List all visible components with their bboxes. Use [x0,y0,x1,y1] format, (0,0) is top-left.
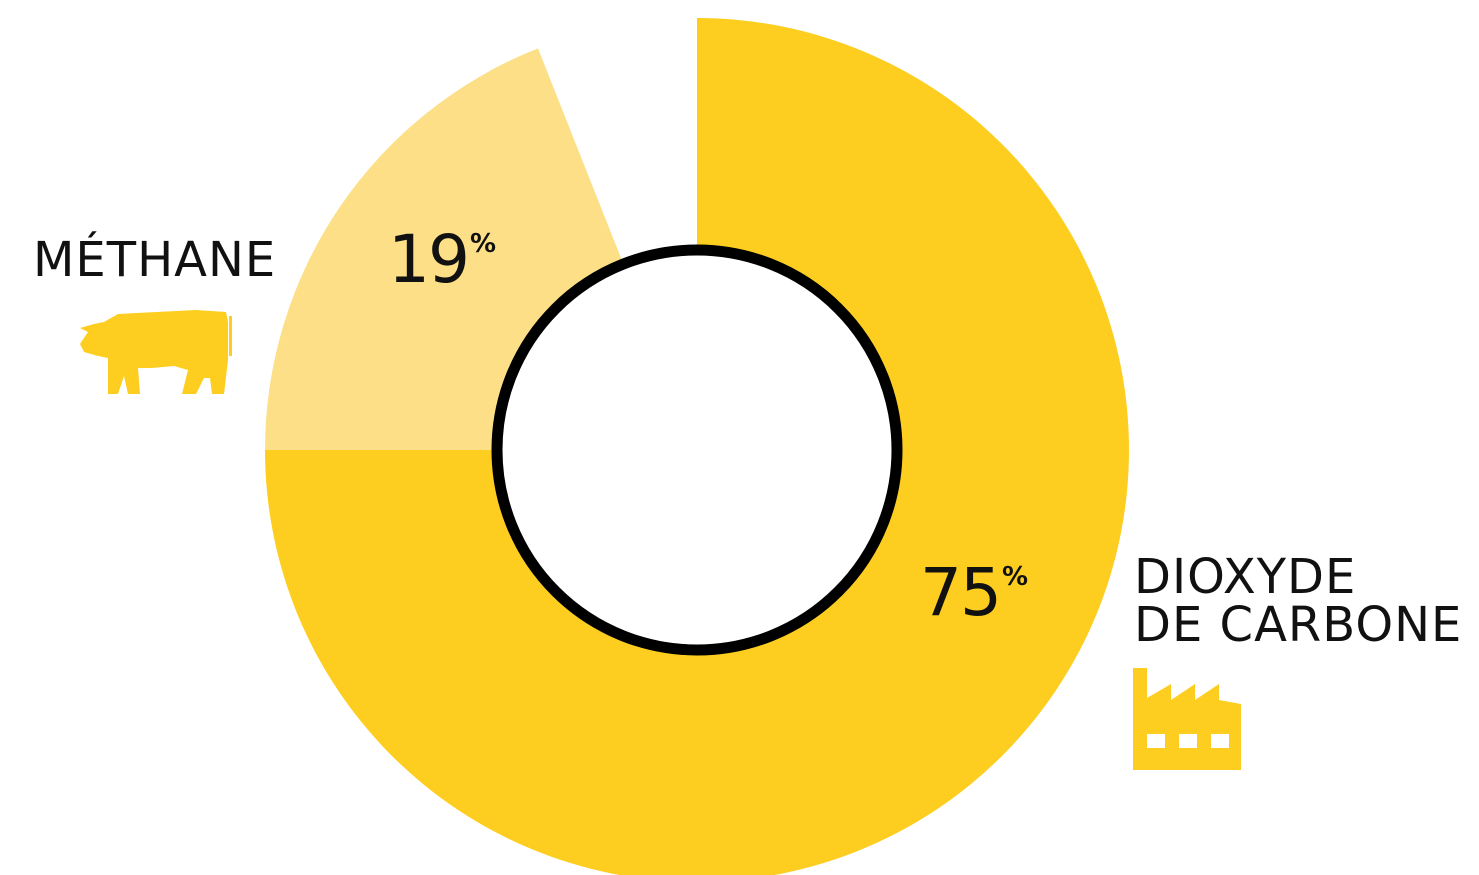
factory-icon [1133,668,1241,770]
cow-icon [80,310,232,394]
percent-symbol: % [1001,562,1029,592]
data-label-methane: 19% [388,227,496,293]
donut-hole [491,244,903,656]
legend-label-co2-line2: DE CARBONE [1134,597,1463,653]
pie-slice [265,18,1129,875]
data-label-co2: 75% [920,560,1028,626]
percent-symbol: % [469,229,497,259]
legend-label-co2: DIOXYDE DE CARBONE [1134,553,1462,649]
legend-label-co2-line1: DIOXYDE [1134,549,1357,605]
data-label-co2-value: 75 [920,554,1002,631]
legend-label-methane: MÉTHANE [33,232,277,288]
data-label-methane-value: 19 [388,221,470,298]
